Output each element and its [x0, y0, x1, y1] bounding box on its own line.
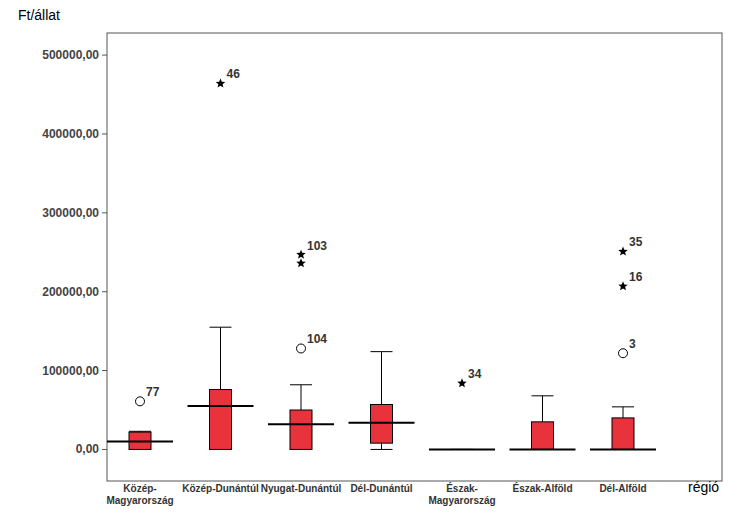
- median: [349, 422, 415, 424]
- whisker-upper: [381, 352, 382, 405]
- x-tick-label: Észak-Magyarország: [428, 482, 495, 506]
- outlier-star: [216, 78, 226, 87]
- median: [188, 405, 254, 407]
- box: [532, 422, 554, 450]
- whisker-upper: [220, 327, 221, 389]
- y-tick-label: 500000,00: [42, 48, 99, 62]
- outlier-label: 77: [146, 385, 160, 399]
- whisker-cap-upper: [532, 395, 554, 396]
- y-axis-label: Ft/állat: [18, 7, 60, 23]
- outlier-label: 103: [307, 239, 327, 253]
- outlier-star: [296, 250, 306, 259]
- box: [210, 390, 232, 450]
- whisker-cap-upper: [210, 327, 232, 328]
- outlier-label: 34: [468, 367, 482, 381]
- whisker-cap-lower: [371, 449, 393, 450]
- y-tick-label: 300000,00: [42, 206, 99, 220]
- box: [290, 410, 312, 449]
- y-tick: [102, 291, 107, 292]
- outlier-star: [618, 246, 628, 255]
- outlier-label: 35: [629, 235, 643, 249]
- x-tick-label: Nyugat-Dunántúl: [261, 483, 342, 494]
- median: [590, 448, 656, 450]
- outlier-label: 3: [629, 337, 636, 351]
- whisker-cap-upper: [371, 351, 393, 352]
- x-tick-label: Közép-Dunántúl: [182, 483, 259, 494]
- y-tick-label: 100000,00: [42, 364, 99, 378]
- median: [510, 448, 576, 450]
- y-tick: [102, 370, 107, 371]
- outlier-circle: [297, 344, 306, 353]
- y-tick-label: 0,00: [76, 442, 100, 456]
- plot-frame: [107, 33, 722, 481]
- y-tick: [102, 212, 107, 213]
- plot-marks: [107, 78, 656, 449]
- x-axis-label: régió: [688, 479, 719, 495]
- y-tick-label: 200000,00: [42, 285, 99, 299]
- y-tick: [102, 133, 107, 134]
- chart: Ft/állat 0,00 100000,00 200000,00 300000,00 4…: [0, 0, 740, 525]
- outlier-label: 104: [307, 332, 327, 346]
- outlier-circle: [136, 397, 145, 406]
- whisker-upper: [623, 407, 624, 418]
- outlier-circle: [619, 349, 628, 358]
- outlier-star: [618, 281, 628, 290]
- median: [268, 423, 334, 425]
- outlier-label: 16: [629, 270, 643, 284]
- whisker-lower: [381, 443, 382, 449]
- box: [371, 404, 393, 443]
- x-tick-label: Dél-Dunántúl: [350, 483, 412, 494]
- whisker-cap-upper: [290, 384, 312, 385]
- outlier-labels: 77 46 103 104 34 35 16 3: [146, 67, 643, 399]
- whisker-upper: [301, 385, 302, 410]
- outlier-star: [457, 378, 467, 387]
- x-tick-label: Dél-Alföld: [599, 483, 646, 494]
- median: [107, 441, 173, 443]
- y-tick: [102, 449, 107, 450]
- outlier-label: 46: [227, 67, 241, 81]
- box: [612, 418, 634, 450]
- x-tick-label: Közép-Magyarország: [106, 483, 173, 506]
- outlier-star: [296, 258, 306, 267]
- median: [429, 448, 495, 450]
- x-tick-label: Észak-Alföld: [512, 482, 572, 494]
- whisker-cap-upper: [612, 406, 634, 407]
- y-tick: [102, 55, 107, 56]
- y-tick-label: 400000,00: [42, 127, 99, 141]
- whisker-upper: [542, 396, 543, 422]
